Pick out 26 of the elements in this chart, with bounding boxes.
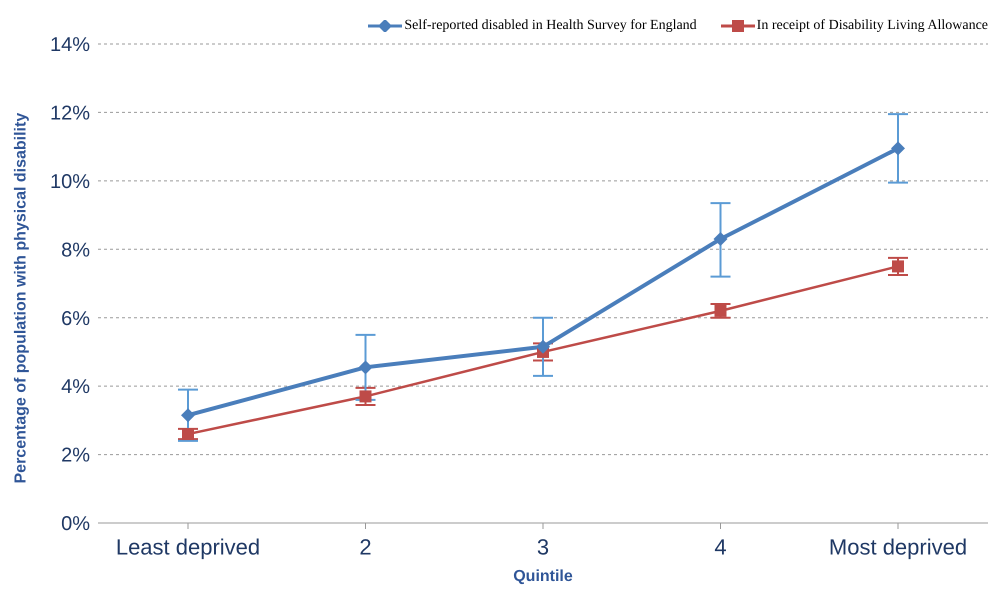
point <box>714 304 726 317</box>
y-tick-label: 6% <box>61 308 90 330</box>
point <box>182 428 194 440</box>
y-tick-label: 12% <box>50 102 90 125</box>
y-tick-label: 14% <box>50 34 90 56</box>
x-tick-label: 2 <box>359 534 372 560</box>
legend-label: In receipt of Disability Living Allowance <box>756 18 988 34</box>
y-tick-label: 8% <box>61 239 90 262</box>
y-tick-label: 4% <box>61 376 90 398</box>
point <box>358 360 372 374</box>
point <box>536 340 550 354</box>
y-axis-title: Percentage of population with physical disability <box>12 112 30 484</box>
x-tick-label: Least deprived <box>116 534 260 560</box>
point <box>360 390 372 402</box>
x-axis-title: Quintile <box>513 568 573 585</box>
point <box>891 141 905 156</box>
x-tick-label: Most deprived <box>828 534 968 560</box>
point <box>892 260 904 272</box>
y-tick-label: 0% <box>61 513 90 536</box>
legend-label: Self-reported disabled in Health Survey for England <box>403 18 697 34</box>
x-tick-label: 4 <box>714 534 727 560</box>
point <box>714 232 728 246</box>
y-tick-label: 2% <box>61 444 90 467</box>
x-tick-label: 3 <box>536 534 550 560</box>
point <box>181 408 195 422</box>
y-tick-label: 10% <box>50 170 90 193</box>
